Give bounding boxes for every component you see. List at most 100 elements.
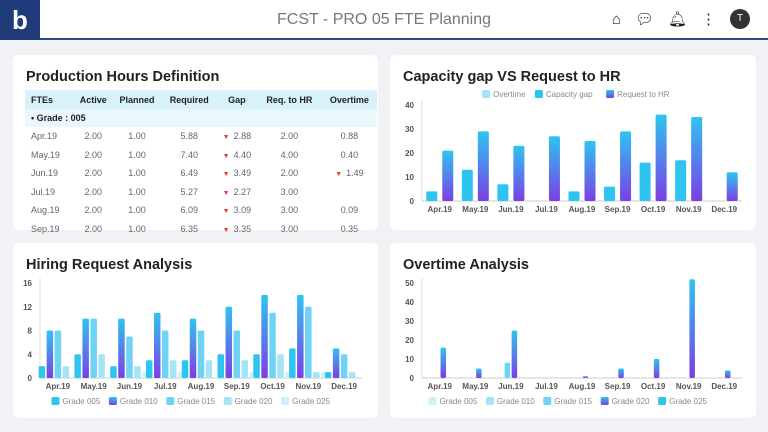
y-tick-label: 20 bbox=[405, 149, 414, 158]
y-tick-label: 10 bbox=[405, 355, 414, 364]
y-tick-label: 0 bbox=[410, 197, 415, 206]
bar bbox=[118, 318, 125, 378]
cell-value: 5.27 bbox=[180, 186, 199, 197]
legend-item[interactable]: Grade 025 bbox=[658, 397, 707, 406]
table-cell: 5.27 bbox=[162, 183, 217, 202]
cell-value: 6.09 bbox=[180, 205, 199, 216]
cell-value: 3.35 bbox=[233, 223, 252, 234]
cell-value: 4.40 bbox=[233, 149, 252, 160]
x-tick-label: Jun.19 bbox=[498, 382, 524, 391]
column-header[interactable]: Gap bbox=[216, 90, 257, 109]
cell-value: 1.00 bbox=[128, 168, 146, 179]
home-icon[interactable]: ⌂ bbox=[611, 10, 621, 28]
bar bbox=[169, 360, 177, 378]
down-arrow-icon: ▼ bbox=[222, 171, 230, 179]
table-cell: 2.00 bbox=[74, 183, 112, 202]
legend-item[interactable]: Capacity gap bbox=[534, 90, 593, 99]
table-cell: ▼ 3.35 bbox=[217, 220, 257, 239]
table-cell: ▼ 3.09 bbox=[217, 201, 257, 220]
bar bbox=[548, 136, 560, 201]
cell-value: 6.35 bbox=[180, 223, 199, 234]
bar bbox=[225, 306, 233, 378]
legend-swatch bbox=[223, 397, 232, 405]
cell-value: 3.09 bbox=[233, 205, 252, 216]
column-header[interactable]: Required bbox=[161, 90, 217, 109]
bar bbox=[653, 359, 660, 378]
bar bbox=[639, 162, 651, 201]
app-logo[interactable]: b bbox=[0, 0, 40, 40]
table-cell: Jun.19 bbox=[25, 164, 74, 183]
cell-value: 1.00 bbox=[128, 186, 146, 197]
table-row: Aug.19 2.00 1.00 6.09 ▼ 3.09 3.00 0.09 bbox=[25, 201, 377, 220]
legend-item[interactable]: Grade 025 bbox=[281, 397, 330, 406]
column-header[interactable]: Overtime bbox=[321, 90, 377, 109]
x-tick-label: Apr.19 bbox=[428, 205, 453, 214]
bar bbox=[582, 376, 589, 378]
cell-value: 0.40 bbox=[340, 149, 359, 160]
bar bbox=[324, 372, 332, 378]
table-cell: 1.00 bbox=[112, 164, 161, 183]
table-cell: 7.40 bbox=[162, 146, 217, 165]
table-cell: 0.40 bbox=[322, 146, 377, 165]
cell-value: 2.27 bbox=[233, 186, 252, 197]
table-cell: 1.00 bbox=[112, 146, 161, 165]
table-cell: 6.35 bbox=[162, 220, 217, 239]
table-cell: ▼ 2.27 bbox=[217, 183, 257, 202]
x-tick-label: Sep.19 bbox=[605, 205, 631, 214]
table-row: Apr.19 2.00 1.00 5.88 ▼ 2.88 2.00 0.88 bbox=[25, 127, 377, 146]
bar bbox=[90, 318, 97, 378]
legend-item[interactable]: Grade 005 bbox=[428, 397, 478, 406]
bar bbox=[189, 318, 197, 378]
x-tick-label: Jul.19 bbox=[154, 382, 177, 391]
legend-item[interactable]: Grade 020 bbox=[600, 397, 650, 406]
bar bbox=[620, 131, 632, 201]
column-header[interactable]: FTEs bbox=[25, 90, 75, 109]
cell-value: 1.00 bbox=[128, 223, 146, 234]
table-cell: 3.00 bbox=[257, 183, 322, 202]
column-header[interactable]: Planned bbox=[112, 90, 162, 109]
down-arrow-icon: ▼ bbox=[222, 226, 230, 234]
y-tick-label: 30 bbox=[405, 317, 414, 326]
cell-value: Sep.19 bbox=[31, 223, 60, 234]
cell-value: 2.00 bbox=[280, 168, 299, 179]
bar bbox=[511, 330, 518, 378]
avatar[interactable]: T bbox=[730, 9, 750, 29]
legend-item[interactable]: Request to HR bbox=[606, 90, 670, 99]
legend-label: Grade 010 bbox=[497, 397, 535, 406]
cell-value: May.19 bbox=[31, 149, 60, 160]
y-tick-label: 40 bbox=[405, 298, 414, 307]
bar bbox=[62, 366, 70, 378]
x-tick-label: Dec.19 bbox=[711, 382, 737, 391]
bar bbox=[724, 370, 731, 378]
capacity-chart: 0 10 20 30 40 Apr.19 May.19 Jun.19 Jul.19 Aug.19 S… bbox=[405, 90, 742, 214]
column-header[interactable]: Active bbox=[74, 90, 113, 109]
legend-swatch bbox=[281, 397, 290, 405]
legend-item[interactable]: Grade 015 bbox=[543, 397, 593, 406]
more-icon[interactable]: ⋮ bbox=[701, 11, 716, 28]
cell-value: 0.09 bbox=[340, 205, 359, 216]
bar bbox=[98, 354, 105, 378]
legend-swatch bbox=[166, 397, 175, 405]
table-cell: ▼ 4.40 bbox=[217, 146, 257, 165]
x-tick-label: May.19 bbox=[462, 382, 489, 391]
legend-item[interactable]: Grade 020 bbox=[223, 397, 273, 406]
legend-item[interactable]: Grade 010 bbox=[485, 397, 535, 406]
table-cell: 0.09 bbox=[322, 201, 377, 220]
legend-item[interactable]: Overtime bbox=[482, 90, 526, 99]
bar bbox=[348, 372, 356, 378]
column-header[interactable]: Req. to HR bbox=[256, 90, 322, 109]
bar bbox=[305, 306, 312, 378]
table-cell: 3.00 bbox=[257, 220, 322, 239]
chat-icon[interactable]: 💬︎ bbox=[634, 11, 654, 28]
cell-value: 2.00 bbox=[84, 149, 103, 160]
bar bbox=[134, 366, 141, 378]
bar bbox=[233, 330, 241, 378]
card-title: Hiring Request Analysis bbox=[26, 257, 193, 273]
legend-item[interactable]: Grade 010 bbox=[108, 397, 158, 406]
group-row[interactable]: • Grade : 005 bbox=[25, 109, 377, 127]
legend-item[interactable]: Grade 015 bbox=[166, 397, 216, 406]
bell-icon[interactable]: 🔔︎ bbox=[667, 11, 687, 28]
legend-swatch bbox=[428, 397, 437, 405]
legend-swatch bbox=[600, 397, 609, 405]
legend-item[interactable]: Grade 005 bbox=[51, 397, 101, 406]
